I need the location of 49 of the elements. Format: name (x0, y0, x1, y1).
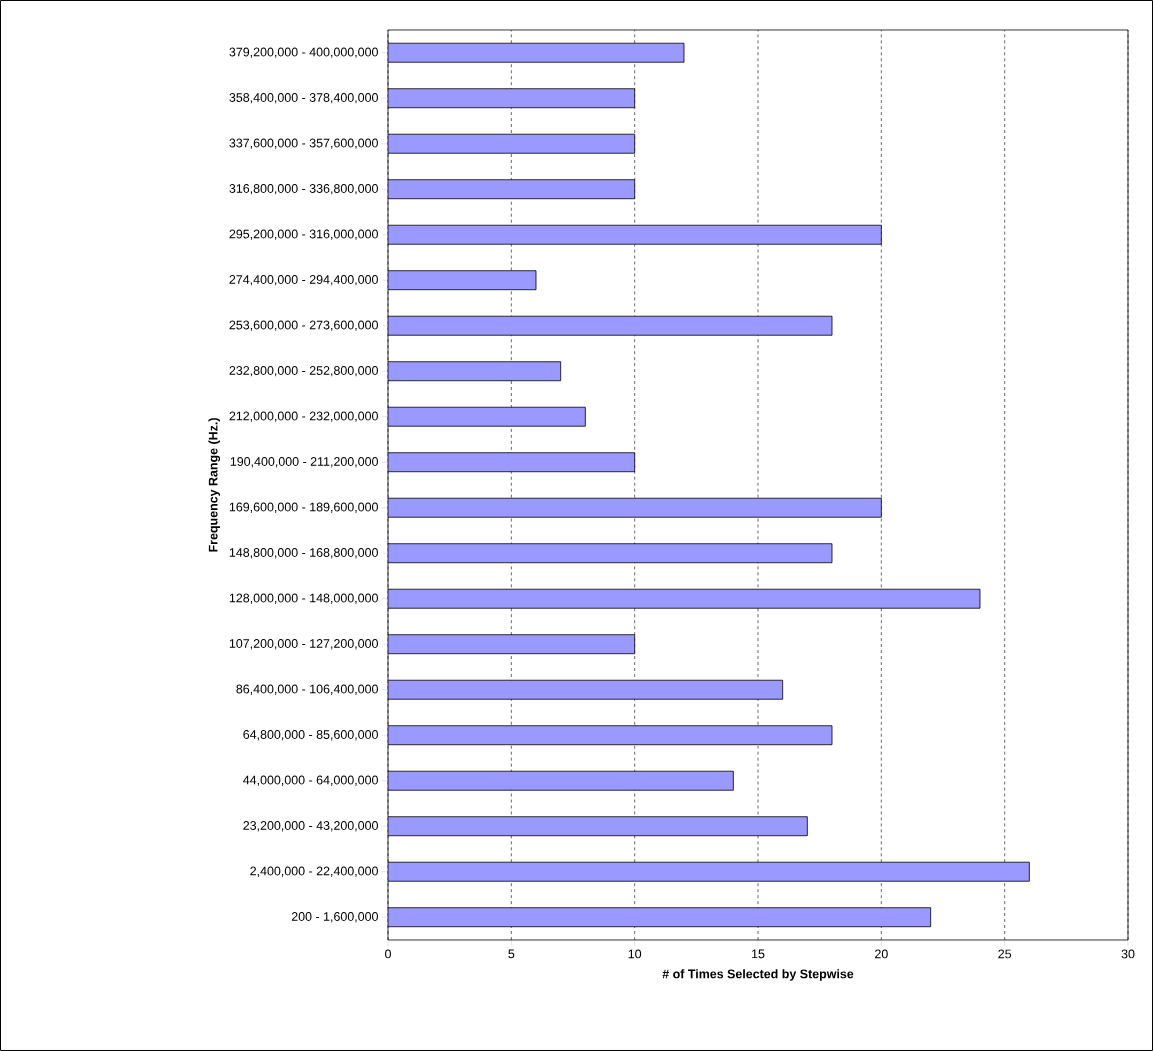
y-tick-label: 64,800,000 - 85,600,000 (243, 730, 378, 741)
bar (388, 679, 784, 700)
x-tick-label: 0 (385, 949, 391, 959)
y-tick-label: 274,400,000 - 294,400,000 (229, 275, 378, 286)
bar (388, 224, 882, 245)
y-tick-label: 107,200,000 - 127,200,000 (229, 639, 378, 650)
y-tick-label: 316,800,000 - 336,800,000 (229, 184, 378, 195)
y-tick-label: 212,000,000 - 232,000,000 (229, 411, 378, 422)
bar (388, 406, 586, 427)
y-tick-label: 128,000,000 - 148,000,000 (229, 593, 378, 604)
y-tick-label: 358,400,000 - 378,400,000 (229, 93, 378, 104)
bar (388, 634, 636, 655)
y-tick-label: 295,200,000 - 316,000,000 (229, 229, 378, 240)
bar (388, 42, 685, 63)
bar (388, 497, 882, 518)
bar (388, 133, 636, 154)
x-tick-label: 25 (998, 949, 1012, 959)
y-tick-label: 379,200,000 - 400,000,000 (229, 47, 378, 58)
y-tick-label: 148,800,000 - 168,800,000 (229, 548, 378, 559)
y-tick-label: 169,600,000 - 189,600,000 (229, 502, 378, 513)
x-tick-label: 15 (752, 949, 765, 959)
bar (388, 315, 833, 336)
bar (388, 179, 636, 200)
bar (388, 770, 734, 791)
bar (388, 452, 636, 473)
bar (388, 907, 932, 928)
bar (388, 861, 1030, 882)
bar (388, 816, 808, 837)
y-axis-title: Frequency Range (Hz.) (208, 418, 221, 552)
y-tick-label: 44,000,000 - 64,000,000 (243, 775, 378, 786)
bar (388, 270, 537, 291)
y-tick-label: 86,400,000 - 106,400,000 (236, 684, 378, 695)
x-axis-title: # of Times Selected by Stepwise (662, 969, 854, 981)
x-tick-label: 20 (875, 949, 888, 959)
bar (388, 88, 636, 109)
bar (388, 725, 833, 746)
y-tick-label: 232,800,000 - 252,800,000 (229, 366, 378, 377)
y-tick-label: 337,600,000 - 357,600,000 (229, 138, 378, 149)
bar (388, 361, 562, 382)
x-tick-label: 10 (628, 949, 642, 959)
x-tick-label: 5 (508, 949, 515, 959)
x-tick-label: 30 (1121, 949, 1135, 959)
bar (388, 588, 981, 609)
y-tick-label: 253,600,000 - 273,600,000 (229, 320, 378, 331)
y-tick-label: 2,400,000 - 22,400,000 (250, 866, 378, 877)
y-tick-label: 23,200,000 - 43,200,000 (243, 821, 378, 832)
bar (388, 543, 833, 564)
y-tick-label: 190,400,000 - 211,200,000 (230, 457, 378, 468)
y-tick-label: 200 - 1,600,000 (291, 912, 378, 923)
